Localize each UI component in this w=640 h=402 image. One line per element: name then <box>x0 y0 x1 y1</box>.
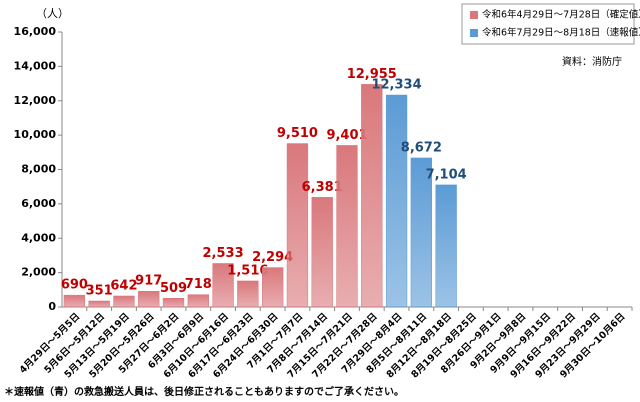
bar <box>261 267 284 308</box>
y-tick-label: 8,000 <box>21 163 56 176</box>
bar <box>385 94 408 308</box>
bar <box>410 157 433 308</box>
y-unit-label: （人） <box>36 7 69 20</box>
footnote: ＊速報値（青）の救急搬送人員は、後日修正されることもありますのでご了承ください。 <box>4 385 404 398</box>
y-tick-label: 2,000 <box>21 266 56 279</box>
y-tick-label: 4,000 <box>21 231 56 244</box>
value-label: 917 <box>135 274 162 289</box>
bar <box>63 294 86 308</box>
value-label: 1,516 <box>227 263 268 278</box>
value-label: 6,381 <box>302 180 343 195</box>
bar <box>162 298 185 308</box>
y-tick-label: 16,000 <box>14 25 57 38</box>
legend-label: 令和6年4月29日～7月28日（確定値） <box>482 9 640 21</box>
value-label: 2,533 <box>203 246 244 261</box>
value-label: 642 <box>110 278 137 293</box>
y-tick-label: 10,000 <box>14 128 57 141</box>
bar <box>311 197 333 308</box>
value-label: 7,104 <box>426 167 467 182</box>
legend-swatch <box>470 11 478 19</box>
value-label: 2,294 <box>252 250 293 265</box>
value-label: 351 <box>86 283 113 298</box>
bar <box>361 84 383 308</box>
bar <box>212 263 234 308</box>
value-label: 718 <box>185 277 212 292</box>
value-label: 690 <box>61 278 88 293</box>
value-label: 9,510 <box>277 126 318 141</box>
bar <box>237 280 259 308</box>
bar <box>187 294 209 308</box>
legend-label: 令和6年7月29日～8月18日（速報値） <box>482 27 640 39</box>
value-label: 509 <box>160 281 187 296</box>
bar <box>88 300 110 308</box>
bar <box>435 184 457 308</box>
source-note: 資料：消防庁 <box>562 55 622 68</box>
y-tick-label: 12,000 <box>14 94 57 107</box>
legend-swatch <box>470 29 478 37</box>
bar <box>138 290 160 308</box>
bar <box>113 295 135 308</box>
value-label: 9,401 <box>326 128 367 143</box>
y-tick-label: 6,000 <box>21 197 56 210</box>
value-label: 12,334 <box>371 78 421 93</box>
y-tick-label: 14,000 <box>14 59 57 72</box>
legend-box <box>461 3 635 45</box>
y-tick-label: 0 <box>48 300 56 313</box>
bar <box>286 143 309 308</box>
bar <box>336 145 358 308</box>
value-label: 8,672 <box>401 140 442 155</box>
value-label: 12,955 <box>347 67 397 82</box>
